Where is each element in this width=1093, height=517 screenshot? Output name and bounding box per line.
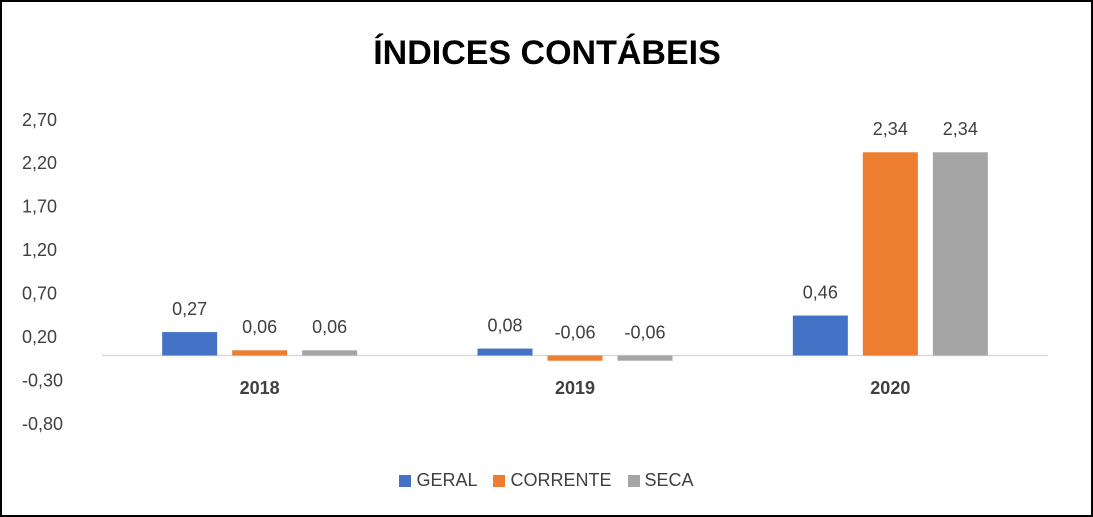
legend-item: CORRENTE xyxy=(493,470,612,491)
legend-swatch xyxy=(627,474,640,487)
legend: GERAL CORRENTE SECA xyxy=(0,470,1093,491)
legend-label: CORRENTE xyxy=(510,470,612,490)
data-label: 0,06 xyxy=(242,317,277,337)
bar xyxy=(862,152,918,356)
y-tick-label: -0,30 xyxy=(22,370,63,390)
chart-title: ÍNDICES CONTÁBEIS xyxy=(373,34,721,72)
legend-item: SECA xyxy=(627,470,694,491)
data-label: 0,06 xyxy=(312,317,347,337)
data-label: -0,06 xyxy=(624,322,665,342)
data-label: 2,34 xyxy=(873,119,908,139)
y-tick-label: 1,70 xyxy=(22,197,57,217)
y-tick-label: 0,70 xyxy=(22,283,57,303)
legend-item: GERAL xyxy=(399,470,477,491)
bar xyxy=(547,355,603,361)
legend-swatch xyxy=(399,474,412,487)
legend-label: SECA xyxy=(644,470,694,490)
bar xyxy=(302,350,358,356)
legend-label: GERAL xyxy=(416,470,478,490)
data-label: 0,08 xyxy=(487,315,522,335)
data-label: 0,46 xyxy=(803,282,838,302)
bar xyxy=(162,332,218,356)
bar xyxy=(792,315,848,356)
y-tick-label: 2,70 xyxy=(22,110,57,130)
x-tick-label: 2018 xyxy=(240,378,280,398)
x-tick-label: 2019 xyxy=(555,378,595,398)
data-label: -0,06 xyxy=(554,322,595,342)
bar xyxy=(617,355,673,361)
x-tick-label: 2020 xyxy=(870,378,910,398)
y-tick-label: 2,20 xyxy=(22,153,57,173)
data-label: 0,27 xyxy=(172,299,207,319)
y-tick-label: 0,20 xyxy=(22,327,57,347)
bar xyxy=(477,348,533,356)
legend-swatch xyxy=(493,474,506,487)
bar xyxy=(232,350,288,356)
y-tick-label: -0,80 xyxy=(22,414,63,434)
y-tick-label: 1,20 xyxy=(22,240,57,260)
data-label: 2,34 xyxy=(943,119,978,139)
bar xyxy=(932,152,988,356)
